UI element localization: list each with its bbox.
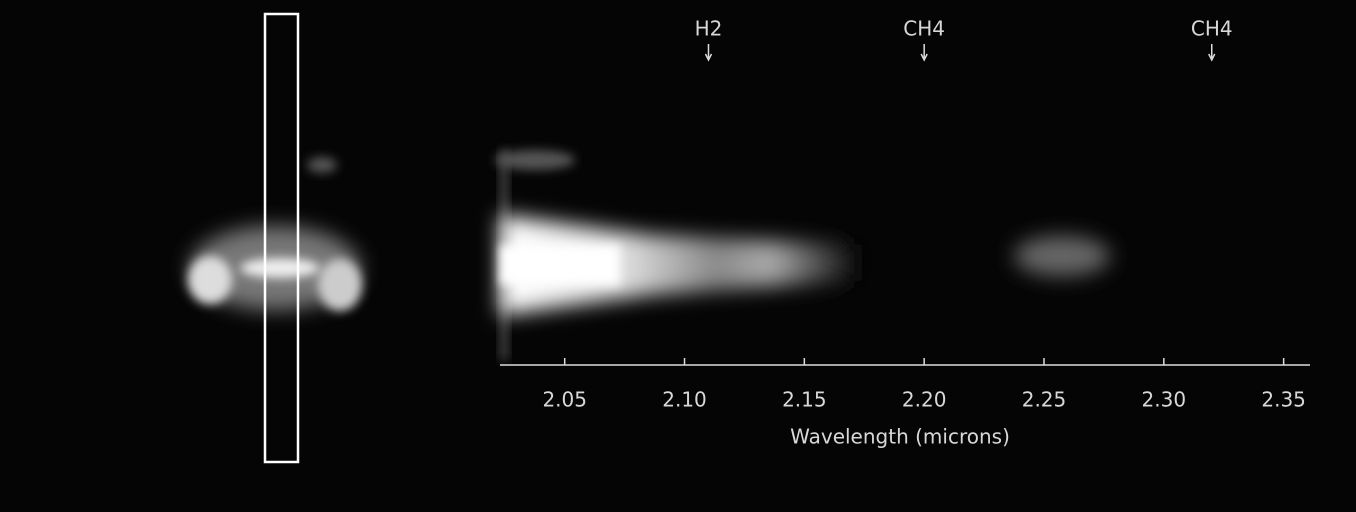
slit-box <box>263 12 300 464</box>
x-axis-label: Wavelength (microns) <box>790 425 1010 449</box>
annotation-label: H2 <box>695 17 723 41</box>
x-tick-label: 2.20 <box>902 388 947 412</box>
annotation-arrowhead <box>1208 53 1216 62</box>
annotation-label: CH4 <box>903 17 945 41</box>
x-tick-label: 2.25 <box>1022 388 1067 412</box>
x-tick-label: 2.05 <box>542 388 587 412</box>
annotation-arrowhead <box>920 53 928 62</box>
annotation-label: CH4 <box>1191 17 1233 41</box>
x-tick-label: 2.30 <box>1142 388 1187 412</box>
annotation-arrowhead <box>704 53 713 62</box>
x-tick-label: 2.35 <box>1261 388 1306 412</box>
galaxy-image <box>188 12 362 464</box>
x-tick-label: 2.10 <box>662 388 707 412</box>
x-tick-label: 2.15 <box>782 388 827 412</box>
spectrum-image <box>495 150 1110 360</box>
